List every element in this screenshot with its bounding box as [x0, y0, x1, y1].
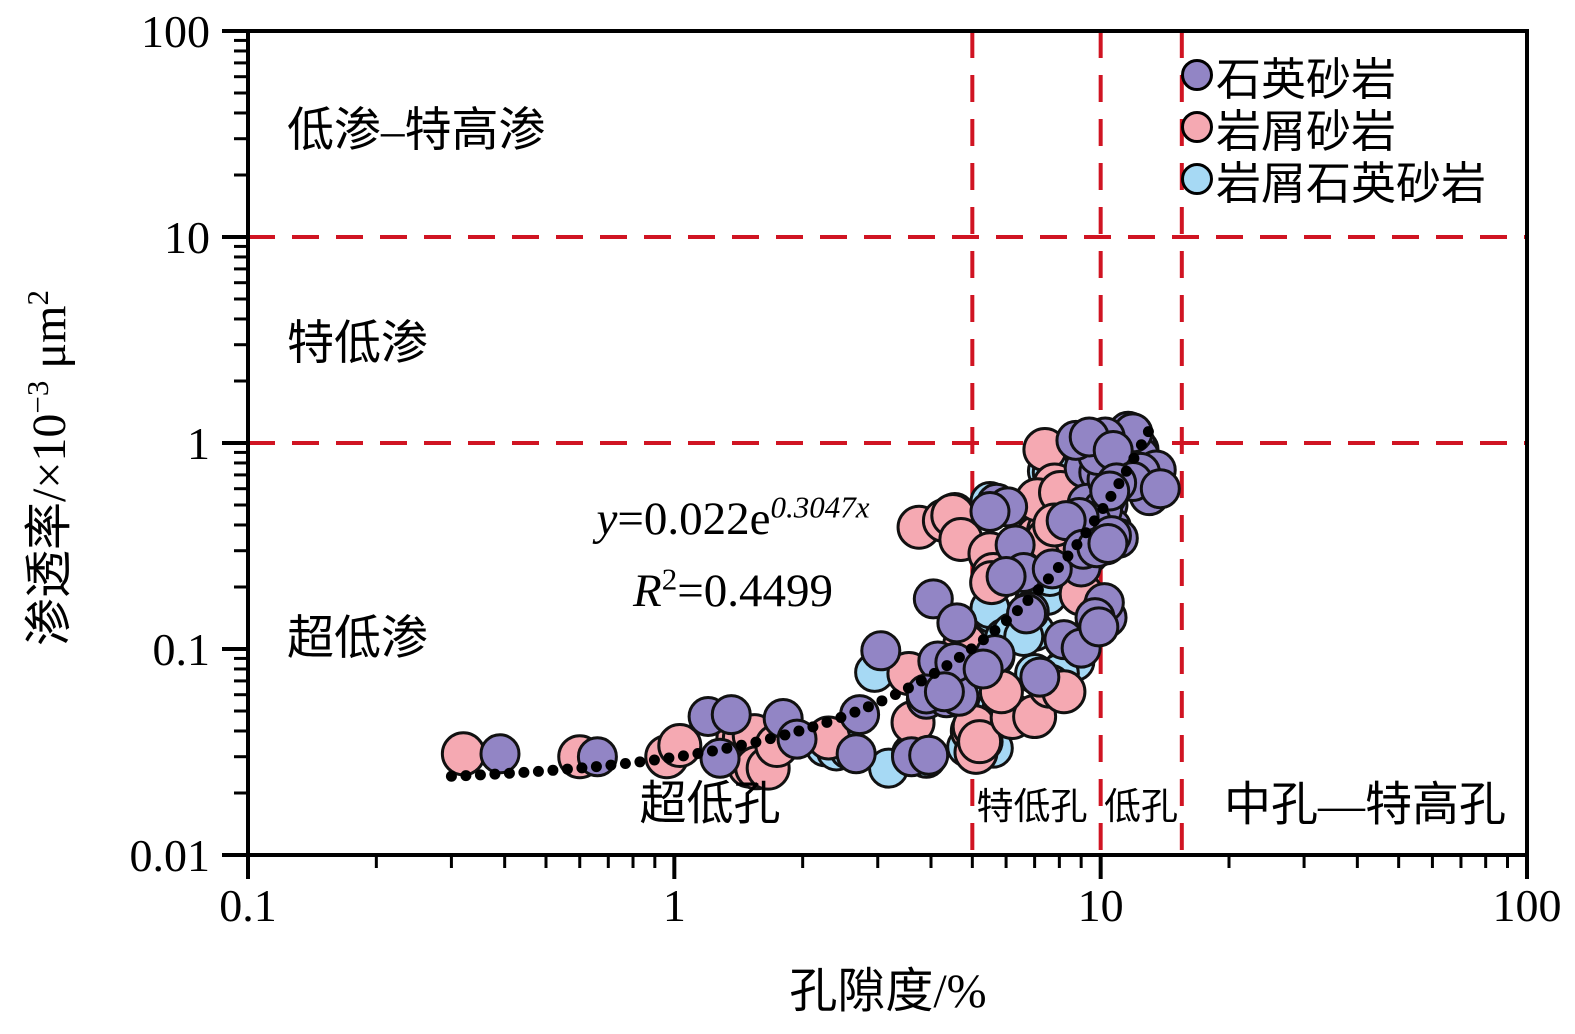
y-axis-title-sup1: −3: [20, 380, 55, 414]
zone-label-extralow-porosity: 特低孔: [976, 787, 1088, 828]
zone-label-low-porosity: 低孔: [1104, 787, 1178, 828]
legend-item-lithic-quartz-sandstone: 岩屑石英砂岩: [1181, 153, 1486, 209]
zone-label-ultralow-perm: 超低渗: [287, 613, 428, 665]
svg-text:100: 100: [141, 6, 210, 57]
zone-label-mid-to-extrahigh-porosity: 中孔—特高孔: [1224, 779, 1506, 832]
trend-r-squared: R2=0.4499: [633, 561, 833, 617]
legend-label: 岩屑砂岩: [1216, 106, 1397, 157]
svg-text:10: 10: [1078, 880, 1124, 931]
y-axis-title: 渗透率/×10−3 μm2: [9, 290, 79, 646]
quartz-sandstone-marker-icon: [1181, 59, 1213, 91]
svg-text:0.1: 0.1: [219, 880, 277, 931]
legend-item-quartz-sandstone: 石英砂岩: [1181, 49, 1486, 105]
svg-text:1: 1: [187, 418, 210, 469]
legend: 石英砂岩 岩屑砂岩 岩屑石英砂岩: [1181, 49, 1486, 209]
trend-equation-line1: y=0.022e0.3047x: [596, 489, 870, 545]
y-axis-title-sup2: 2: [20, 290, 55, 306]
legend-label: 岩屑石英砂岩: [1216, 158, 1487, 209]
x-axis-title: 孔隙度/%: [789, 965, 987, 1018]
trend-equation: y=0.022e0.3047x R2=0.4499: [596, 477, 869, 620]
svg-text:0.01: 0.01: [130, 830, 211, 881]
zone-label-extralow-perm: 特低渗: [287, 318, 428, 370]
y-axis-title-base2: μm: [23, 305, 76, 381]
svg-text:10: 10: [164, 212, 210, 263]
svg-text:100: 100: [1493, 880, 1562, 931]
zone-label-low-to-extrahigh-perm: 低渗–特高渗: [287, 105, 546, 157]
lithic-quartz-sandstone-marker-icon: [1181, 163, 1213, 195]
y-axis-title-base: 渗透率/×10: [23, 413, 76, 646]
lithic-sandstone-marker-icon: [1181, 111, 1213, 143]
legend-label: 石英砂岩: [1216, 54, 1397, 105]
zone-label-ultralow-porosity: 超低孔: [639, 778, 781, 831]
legend-item-lithic-sandstone: 岩屑砂岩: [1181, 101, 1486, 157]
svg-text:0.1: 0.1: [153, 624, 211, 675]
svg-text:1: 1: [663, 880, 686, 931]
